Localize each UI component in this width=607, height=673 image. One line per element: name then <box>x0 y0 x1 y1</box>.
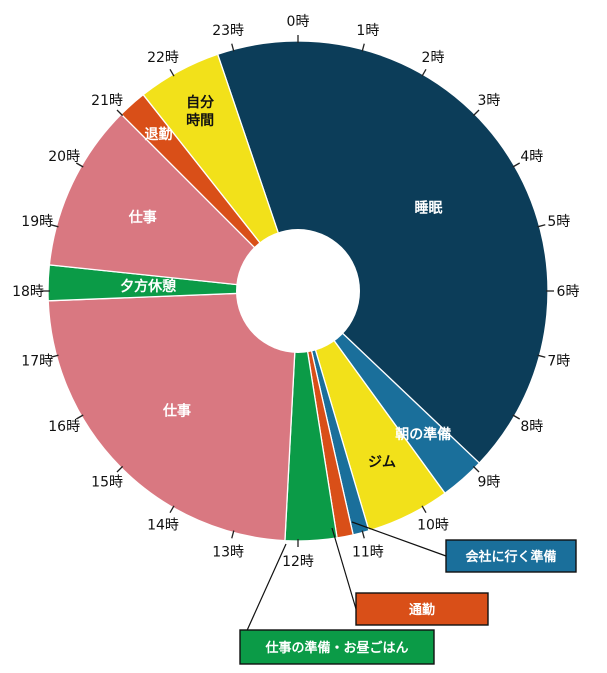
hour-label-16: 16時 <box>48 419 80 435</box>
hour-label-1: 1時 <box>356 23 379 39</box>
callout-connector-1 <box>331 527 357 610</box>
slice-label-1: 朝の準備 <box>395 426 451 443</box>
slice-10 <box>142 53 299 292</box>
hour-ticks-layer <box>42 35 554 547</box>
hour-tick-17 <box>50 354 59 358</box>
donut-hole-layer <box>236 229 360 353</box>
hour-label-17: 17時 <box>21 354 53 370</box>
hour-label-21: 21時 <box>91 93 123 109</box>
hour-label-23: 23時 <box>212 23 244 39</box>
slice-label-2: ジム <box>368 454 396 470</box>
slice-label-10: 自分時間 <box>186 94 214 129</box>
callout-connector-0 <box>351 521 447 557</box>
slices-layer <box>47 40 549 542</box>
hour-tick-5 <box>537 224 546 228</box>
hour-tick-1 <box>361 43 365 52</box>
hour-label-7: 7時 <box>547 354 570 370</box>
slice-0 <box>216 40 549 465</box>
slice-label-9: 退勤 <box>145 126 173 143</box>
hour-label-10: 10時 <box>417 518 449 534</box>
hour-tick-22 <box>169 68 175 77</box>
hour-label-13: 13時 <box>212 545 244 561</box>
hour-tick-23 <box>231 43 235 52</box>
callout-connector-2 <box>239 543 287 647</box>
slice-label-7: 夕方休憩 <box>120 278 176 295</box>
hour-label-12: 12時 <box>282 554 314 570</box>
hour-label-11: 11時 <box>352 545 384 561</box>
hour-label-15: 15時 <box>91 475 123 491</box>
hour-tick-2 <box>421 68 427 77</box>
hour-label-4: 4時 <box>520 149 543 165</box>
hour-tick-9 <box>472 465 480 473</box>
hour-label-20: 20時 <box>48 149 80 165</box>
hour-tick-7 <box>537 354 546 358</box>
callout-box-2 <box>239 629 435 665</box>
slice-label-6: 仕事 <box>162 402 191 419</box>
callout-box-0 <box>445 539 577 573</box>
hour-tick-10 <box>421 505 427 514</box>
hour-tick-14 <box>169 505 175 514</box>
callout-text-2: 仕事の準備・お昼ごはん <box>264 640 408 656</box>
hour-label-14: 14時 <box>147 518 179 534</box>
callout-text-1: 通勤 <box>409 602 435 618</box>
hour-label-22: 22時 <box>147 50 179 66</box>
hour-tick-11 <box>361 530 365 539</box>
callout-text-0: 会社に行く準備 <box>465 549 556 565</box>
hour-tick-3 <box>472 109 480 117</box>
hour-label-9: 9時 <box>477 475 500 491</box>
hour-label-2: 2時 <box>422 50 445 66</box>
hour-label-0: 0時 <box>287 14 310 30</box>
hour-label-19: 19時 <box>21 214 53 230</box>
hour-tick-20 <box>75 162 84 168</box>
hour-label-6: 6時 <box>557 284 580 300</box>
hour-labels-layer: 0時 1時 2時 3時 4時 5時 6時 7時 8時 9時 10時 11時 12時 13時 14時 15時 16… <box>12 14 579 570</box>
hour-tick-15 <box>116 465 124 473</box>
hour-tick-21 <box>116 109 124 117</box>
hour-label-18: 18時 <box>12 284 44 300</box>
hour-tick-8 <box>512 414 521 420</box>
slice-label-8: 仕事 <box>128 209 157 226</box>
hour-tick-4 <box>512 162 521 168</box>
callout-box-1 <box>355 592 489 626</box>
hour-tick-16 <box>75 414 84 420</box>
hour-tick-19 <box>50 224 59 228</box>
slice-6 <box>47 290 299 542</box>
hour-tick-13 <box>231 530 235 539</box>
hour-label-3: 3時 <box>477 93 500 109</box>
donut-hole <box>236 229 360 353</box>
hour-label-5: 5時 <box>547 214 570 230</box>
hour-label-8: 8時 <box>520 419 543 435</box>
slice-label-0: 睡眠 <box>415 200 443 216</box>
